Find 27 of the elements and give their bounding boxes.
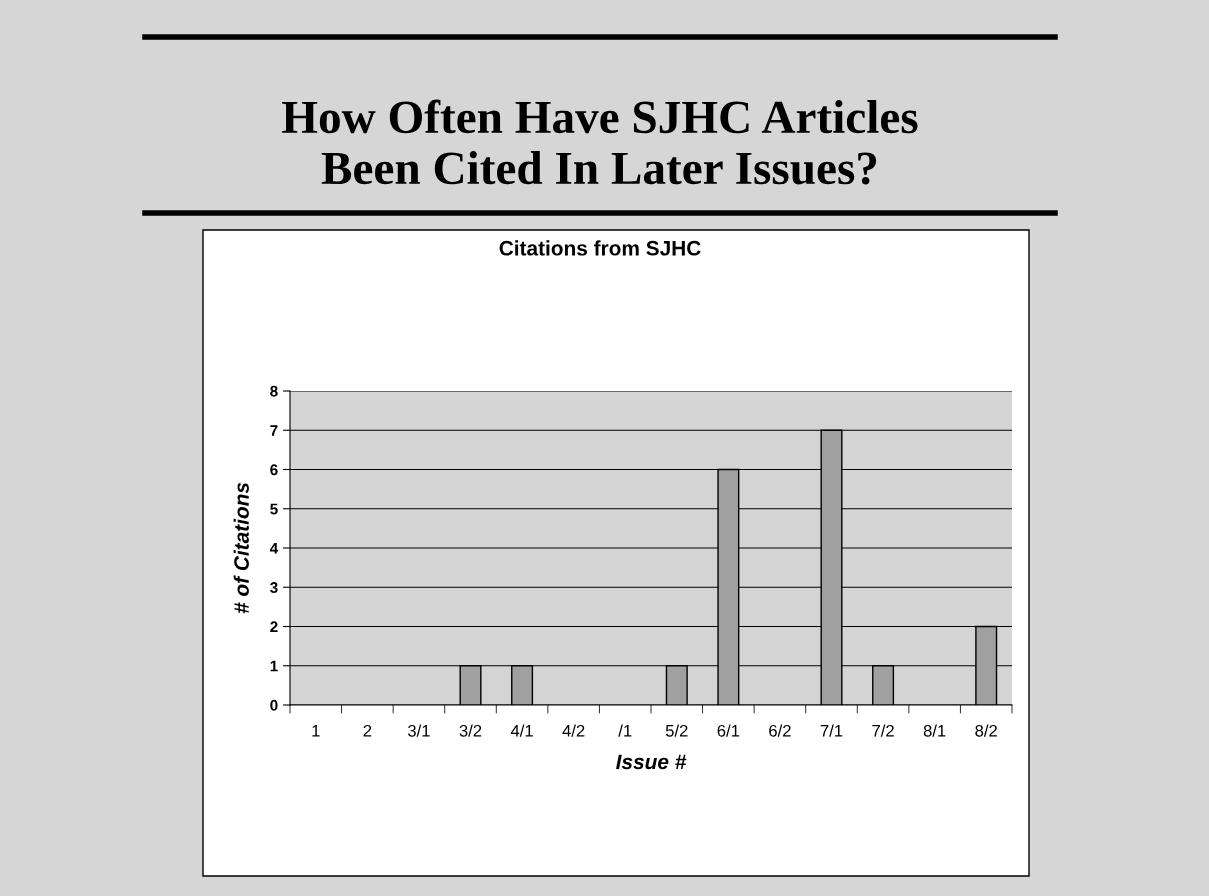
x-tick-label: /1: [618, 724, 632, 737]
x-tick-label: 1: [312, 725, 320, 737]
chart-subtitle: Citations from SJHC: [499, 240, 701, 256]
x-tick-label: 3/2: [459, 724, 482, 737]
chart-title: How Often Have SJHC Articles Been Cited In Later Issues?: [282, 99, 918, 185]
x-tick-label: 6/2: [769, 724, 791, 737]
y-tick-label: 3: [270, 582, 278, 593]
y-axis-title: # of Citations: [233, 482, 249, 614]
y-tick-label: 6: [270, 464, 278, 476]
x-tick-label: 4/1: [510, 724, 533, 737]
x-tick-label: 6/1: [717, 724, 740, 737]
x-tick-label: 4/2: [562, 724, 585, 737]
x-tick-label: 7/2: [872, 724, 894, 737]
y-tick-label: 0: [270, 699, 278, 711]
y-tick-label: 1: [270, 660, 278, 672]
y-tick-label: 2: [270, 621, 278, 633]
x-tick-label: 2: [363, 724, 372, 737]
x-axis-title: Issue #: [616, 754, 687, 770]
y-tick-label: 5: [270, 503, 278, 515]
y-tick-label: 8: [270, 385, 278, 397]
y-tick-label: 7: [270, 425, 278, 436]
x-tick-label: 3/1: [407, 724, 430, 737]
y-tick-label: 4: [269, 543, 279, 554]
x-tick-label: 5/2: [665, 724, 688, 737]
x-tick-label: 8/2: [975, 724, 997, 737]
x-tick-label: 7/1: [820, 724, 843, 737]
x-tick-label: 8/1: [923, 724, 946, 737]
